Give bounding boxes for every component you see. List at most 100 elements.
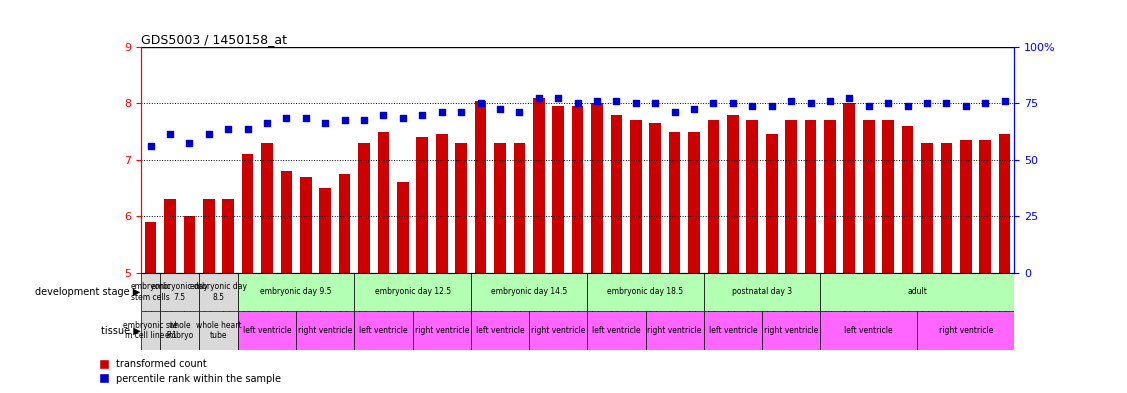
Point	[511, 109, 529, 115]
Point	[801, 100, 819, 107]
FancyBboxPatch shape	[238, 311, 296, 350]
Point	[938, 100, 956, 107]
Bar	[902, 126, 913, 272]
Point	[879, 100, 897, 107]
Text: left ventricle: left ventricle	[844, 326, 893, 335]
Text: embryonic day 18.5: embryonic day 18.5	[607, 287, 684, 296]
Point	[666, 109, 684, 115]
Point	[976, 100, 994, 107]
Point	[646, 100, 664, 107]
FancyBboxPatch shape	[703, 272, 820, 311]
Point	[433, 109, 451, 115]
Text: right ventricle: right ventricle	[298, 326, 353, 335]
Text: adult: adult	[907, 287, 928, 296]
Bar	[611, 115, 622, 272]
Point	[841, 95, 859, 101]
Bar	[727, 115, 738, 272]
Text: right ventricle: right ventricle	[415, 326, 469, 335]
Bar	[417, 137, 428, 272]
Point	[239, 126, 257, 132]
Point	[471, 100, 489, 107]
Point	[898, 103, 916, 110]
Bar	[455, 143, 467, 272]
FancyBboxPatch shape	[646, 311, 703, 350]
Point	[744, 103, 762, 110]
FancyBboxPatch shape	[160, 311, 199, 350]
Text: left ventricle: left ventricle	[242, 326, 292, 335]
Point	[569, 100, 587, 107]
Point	[995, 97, 1013, 104]
FancyBboxPatch shape	[296, 311, 354, 350]
Point	[142, 143, 160, 149]
Bar	[514, 143, 525, 272]
Point	[957, 103, 975, 110]
Point	[180, 140, 198, 146]
Bar	[979, 140, 991, 272]
Bar	[843, 103, 855, 272]
Bar	[261, 143, 273, 272]
Point	[704, 100, 722, 107]
Bar	[378, 132, 389, 272]
FancyBboxPatch shape	[587, 272, 703, 311]
Point	[374, 112, 392, 118]
Bar	[533, 98, 544, 272]
Text: embryonic day
7.5: embryonic day 7.5	[151, 282, 208, 301]
Point	[530, 95, 548, 101]
Text: embryonic day
8.5: embryonic day 8.5	[190, 282, 247, 301]
Bar	[960, 140, 971, 272]
Point	[549, 95, 567, 101]
Bar	[203, 199, 214, 272]
Point	[277, 114, 295, 121]
FancyBboxPatch shape	[587, 311, 646, 350]
Point	[588, 97, 606, 104]
Bar	[766, 134, 778, 272]
Point	[491, 106, 509, 112]
Bar	[144, 222, 157, 272]
Bar	[281, 171, 292, 272]
Bar	[708, 120, 719, 272]
Bar	[941, 143, 952, 272]
Text: left ventricle: left ventricle	[709, 326, 757, 335]
FancyBboxPatch shape	[762, 311, 820, 350]
Point	[414, 112, 432, 118]
FancyBboxPatch shape	[354, 311, 412, 350]
Text: right ventricle: right ventricle	[531, 326, 585, 335]
Text: embryonic
stem cells: embryonic stem cells	[131, 282, 171, 301]
Text: development stage ▶: development stage ▶	[35, 287, 141, 297]
FancyBboxPatch shape	[141, 272, 160, 311]
Bar	[630, 120, 641, 272]
Text: right ventricle: right ventricle	[764, 326, 818, 335]
Bar	[474, 101, 487, 272]
FancyBboxPatch shape	[160, 272, 199, 311]
Point	[336, 117, 354, 123]
Text: embryonic day 14.5: embryonic day 14.5	[491, 287, 567, 296]
Bar	[592, 103, 603, 272]
Bar	[746, 120, 758, 272]
Bar	[436, 134, 447, 272]
Bar	[882, 120, 894, 272]
Point	[763, 103, 781, 110]
Text: left ventricle: left ventricle	[476, 326, 524, 335]
Bar	[921, 143, 933, 272]
Text: left ventricle: left ventricle	[360, 326, 408, 335]
Bar	[222, 199, 234, 272]
FancyBboxPatch shape	[820, 311, 917, 350]
Bar	[571, 107, 584, 272]
Text: tissue ▶: tissue ▶	[100, 325, 141, 336]
Text: whole heart
tube: whole heart tube	[196, 321, 241, 340]
Bar	[397, 182, 409, 272]
Point	[685, 106, 703, 112]
FancyBboxPatch shape	[412, 311, 471, 350]
Text: postnatal day 3: postnatal day 3	[731, 287, 792, 296]
Point	[317, 120, 335, 127]
Point	[820, 97, 838, 104]
Bar	[863, 120, 875, 272]
Bar	[165, 199, 176, 272]
Bar	[300, 177, 312, 272]
Bar	[358, 143, 370, 272]
Point	[296, 114, 314, 121]
Point	[724, 100, 742, 107]
Point	[607, 97, 625, 104]
Bar	[689, 132, 700, 272]
FancyBboxPatch shape	[703, 311, 762, 350]
